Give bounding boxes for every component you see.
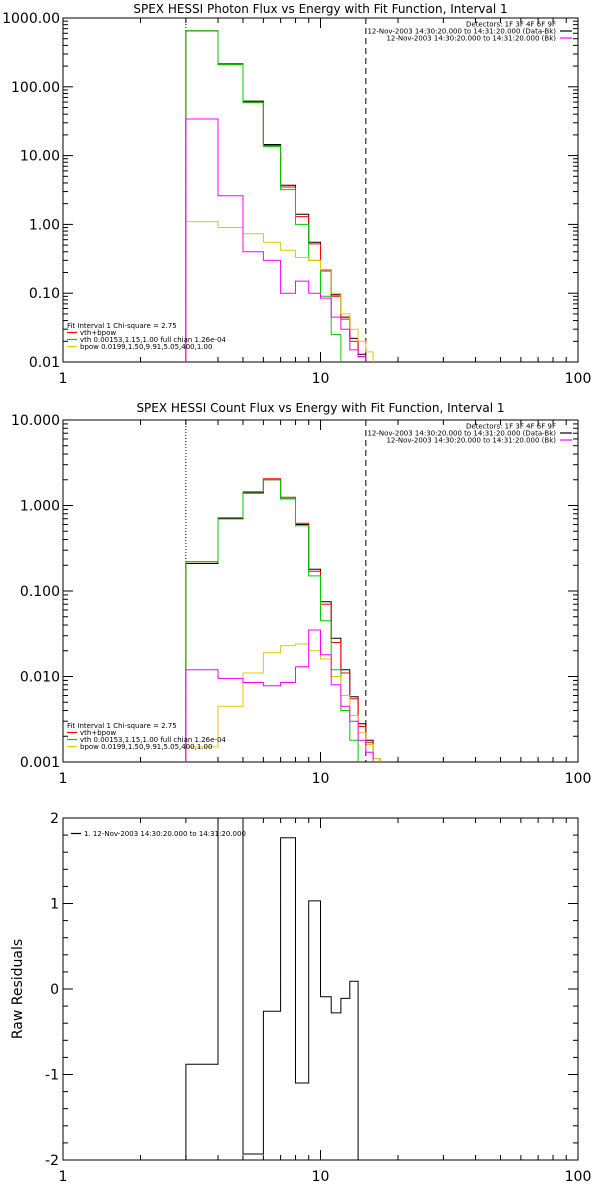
y-tick-label: 100.00 (11, 80, 60, 96)
legend-entry: 12-Nov-2003 14:30:20.000 to 14:31:20.000… (367, 28, 556, 36)
legend-entry: 1. 12-Nov-2003 14:30:20.000 to 14:31:20.… (84, 830, 246, 838)
chart-title: SPEX HESSI Count Flux vs Energy with Fit… (136, 401, 504, 415)
legend-header: Fit Interval 1 Chi-square = 2.75 (67, 722, 177, 730)
y-tick-label: 1 (50, 897, 59, 913)
series-group (185, 818, 359, 1160)
legend-entry: 12-Nov-2003 14:30:20.000 to 14:31:20.000… (386, 35, 556, 43)
y-tick-label: 0.001 (20, 755, 60, 771)
legend-entry: 12-Nov-2003 14:30:20.000 to 14:31:20.000… (386, 437, 556, 445)
series-bk-line (185, 629, 374, 762)
y-tick-label: 1.00 (29, 217, 60, 233)
y-tick-label: 1000.00 (2, 11, 60, 27)
series-group (185, 478, 381, 762)
plot-frame (62, 17, 579, 363)
y-tick-label: -2 (45, 1153, 59, 1169)
legend-entry: Detectors: 1F 3F 4F 6F 9F (466, 423, 556, 431)
legend-entry: Detectors: 1F 3F 4F 6F 9F (466, 21, 556, 29)
legend-header: Fit Interval 1 Chi-square = 2.75 (67, 322, 177, 330)
series-group (185, 30, 374, 362)
residuals-panel: 1 10 100 -2 -1 0 1 2 Raw Residuals 1. 12-Nov-2003… (10, 811, 591, 1185)
y-tick-label: 10.00 (20, 149, 60, 165)
series-vth-line (185, 479, 359, 762)
y-tick-label: 0 (50, 982, 59, 998)
count-flux-panel: SPEX HESSI Count Flux vs Energy with Fit… (11, 401, 592, 787)
chart-title: SPEX HESSI Photon Flux vs Energy with Fi… (133, 2, 507, 16)
y-tick-label: 0.01 (29, 355, 60, 371)
legend-entry: vth 0.00153,1.15,1.00 full chian 1.26e-0… (80, 736, 226, 744)
y-tick-label: -1 (45, 1068, 59, 1084)
series-bk-line (185, 118, 367, 362)
y-axis-label: Raw Residuals (10, 939, 26, 1039)
x-tick-label: 1 (59, 371, 68, 387)
x-tick-label: 100 (565, 371, 592, 387)
legend-entry: vth 0.00153,1.15,1.00 full chian 1.26e-0… (80, 336, 226, 344)
y-tick-label: 1.000 (20, 499, 60, 515)
legend-entry: bpow 0.0199,1.50,9.91,5.05,400,1.00 (80, 743, 212, 751)
x-tick-label: 10 (312, 371, 330, 387)
series-residuals-line (185, 818, 359, 1160)
y-tick-label: 0.100 (20, 584, 60, 600)
legend-entry: bpow 0.0199,1.50,9.91,5.05,400,1.00 (80, 343, 212, 351)
x-tick-label: 1 (59, 1169, 68, 1185)
x-tick-label: 1 (59, 771, 68, 787)
photon-flux-panel: SPEX HESSI Photon Flux vs Energy with Fi… (2, 2, 592, 387)
x-tick-label: 10 (312, 1169, 330, 1185)
legend-entry: vth+bpow (80, 329, 116, 337)
legend-entry: 12-Nov-2003 14:30:20.000 to 14:31:20.000… (367, 430, 556, 438)
legend-entry: vth+bpow (80, 729, 116, 737)
x-tick-label: 10 (312, 771, 330, 787)
series-bpow-line (185, 221, 374, 362)
y-tick-label: 0.10 (29, 286, 60, 302)
x-tick-label: 100 (565, 1169, 592, 1185)
y-tick-label: 0.010 (20, 670, 60, 686)
y-tick-label: 10.000 (11, 413, 60, 429)
x-tick-label: 100 (565, 771, 592, 787)
y-tick-label: 2 (50, 811, 59, 827)
